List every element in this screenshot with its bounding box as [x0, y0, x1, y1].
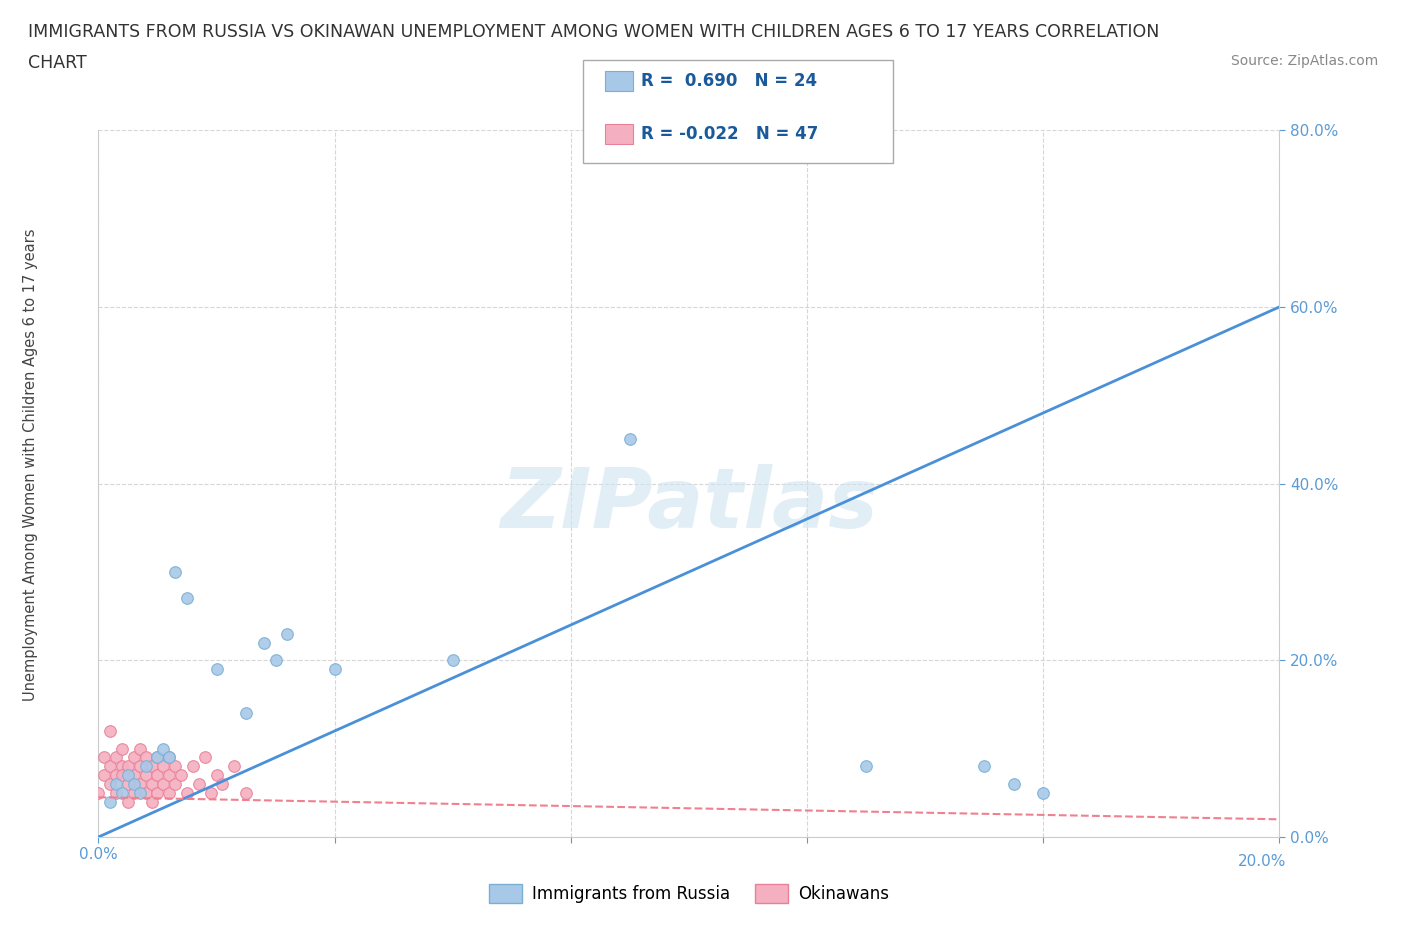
Point — [111, 759, 134, 774]
Point — [105, 768, 128, 783]
Point — [165, 565, 187, 579]
Point — [146, 785, 169, 800]
Point — [122, 777, 145, 791]
Point — [1032, 785, 1054, 800]
Point — [152, 759, 174, 774]
Point — [235, 785, 257, 800]
Point — [128, 785, 150, 800]
Text: R = -0.022   N = 47: R = -0.022 N = 47 — [641, 125, 818, 143]
Text: ZIPatlas: ZIPatlas — [501, 464, 877, 545]
Point — [205, 768, 228, 783]
Point — [141, 794, 163, 809]
Point — [323, 662, 346, 677]
Point — [117, 768, 139, 783]
Point — [135, 750, 157, 764]
Point — [165, 777, 187, 791]
Point — [152, 741, 174, 756]
Point — [122, 750, 145, 764]
Point — [98, 777, 121, 791]
Point — [141, 759, 163, 774]
Point — [117, 794, 139, 809]
Point — [98, 759, 121, 774]
Point — [157, 785, 180, 800]
Point — [176, 785, 198, 800]
Point — [441, 653, 464, 668]
Point — [224, 759, 246, 774]
Point — [264, 653, 287, 668]
Point — [93, 750, 115, 764]
Point — [235, 706, 257, 721]
Point — [973, 759, 995, 774]
Point — [181, 759, 204, 774]
Text: Source: ZipAtlas.com: Source: ZipAtlas.com — [1230, 54, 1378, 68]
Point — [205, 662, 228, 677]
Point — [128, 777, 150, 791]
Point — [176, 591, 198, 606]
Point — [111, 768, 134, 783]
Point — [117, 759, 139, 774]
Point — [98, 724, 121, 738]
Point — [1002, 777, 1025, 791]
Point — [200, 785, 222, 800]
Point — [111, 785, 134, 800]
Point — [152, 777, 174, 791]
Point — [128, 759, 150, 774]
Point — [98, 794, 121, 809]
Point — [157, 750, 180, 764]
Point — [128, 741, 150, 756]
Text: 20.0%: 20.0% — [1239, 854, 1286, 869]
Point — [135, 768, 157, 783]
Point — [253, 635, 276, 650]
Point — [157, 750, 180, 764]
Point — [170, 768, 193, 783]
Point — [146, 768, 169, 783]
Point — [105, 750, 128, 764]
Point — [122, 785, 145, 800]
Point — [122, 768, 145, 783]
Point — [111, 741, 134, 756]
Point — [105, 777, 128, 791]
Point — [276, 627, 298, 642]
Point — [146, 750, 169, 764]
Text: R =  0.690   N = 24: R = 0.690 N = 24 — [641, 72, 817, 90]
Point — [141, 777, 163, 791]
Text: CHART: CHART — [28, 54, 87, 72]
Point — [93, 768, 115, 783]
Legend: Immigrants from Russia, Okinawans: Immigrants from Russia, Okinawans — [482, 877, 896, 910]
Point — [211, 777, 233, 791]
Point — [135, 785, 157, 800]
Text: IMMIGRANTS FROM RUSSIA VS OKINAWAN UNEMPLOYMENT AMONG WOMEN WITH CHILDREN AGES 6: IMMIGRANTS FROM RUSSIA VS OKINAWAN UNEMP… — [28, 23, 1160, 41]
Point — [105, 785, 128, 800]
Point — [165, 759, 187, 774]
Point — [157, 768, 180, 783]
Point — [146, 750, 169, 764]
Text: Unemployment Among Women with Children Ages 6 to 17 years: Unemployment Among Women with Children A… — [24, 229, 38, 701]
Point — [187, 777, 209, 791]
Point — [855, 759, 877, 774]
Point — [87, 785, 110, 800]
Point — [194, 750, 217, 764]
Point — [135, 759, 157, 774]
Point — [619, 432, 641, 447]
Point — [117, 777, 139, 791]
